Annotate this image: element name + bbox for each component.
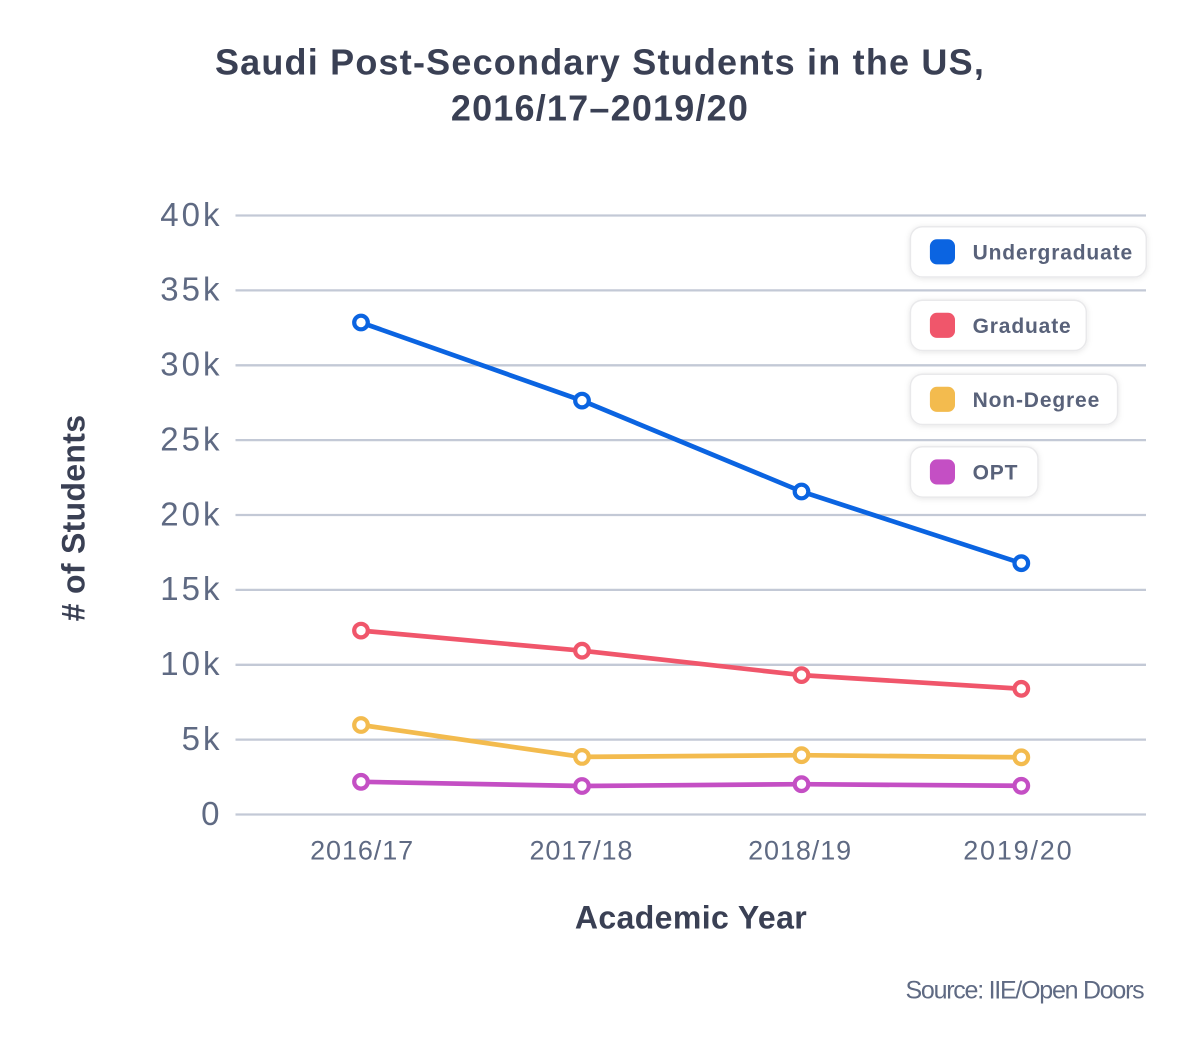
svg-text:Academic Year: Academic Year [575, 900, 807, 936]
svg-text:Graduate: Graduate [973, 315, 1072, 338]
svg-text:5k: 5k [182, 720, 223, 757]
svg-text:2016/17–2019/20: 2016/17–2019/20 [451, 88, 749, 129]
svg-text:OPT: OPT [973, 462, 1019, 485]
svg-text:15k: 15k [160, 570, 222, 607]
svg-text:Undergraduate: Undergraduate [973, 241, 1133, 264]
svg-text:20k: 20k [160, 495, 222, 532]
svg-text:30k: 30k [160, 346, 222, 383]
svg-text:Non-Degree: Non-Degree [973, 389, 1101, 412]
svg-text:35k: 35k [160, 271, 222, 308]
svg-text:# of Students: # of Students [56, 415, 92, 622]
svg-text:10k: 10k [160, 645, 222, 682]
svg-text:2016/17: 2016/17 [310, 836, 414, 866]
svg-text:Source: IIE/Open Doors: Source: IIE/Open Doors [905, 977, 1144, 1005]
svg-text:2018/19: 2018/19 [748, 836, 852, 866]
svg-text:40k: 40k [160, 196, 222, 233]
svg-text:2017/18: 2017/18 [529, 836, 633, 866]
svg-text:0: 0 [201, 795, 222, 832]
svg-text:25k: 25k [160, 420, 222, 457]
svg-text:Saudi Post-Secondary Students: Saudi Post-Secondary Students in the US, [215, 41, 985, 82]
svg-text:2019/20: 2019/20 [963, 836, 1073, 866]
